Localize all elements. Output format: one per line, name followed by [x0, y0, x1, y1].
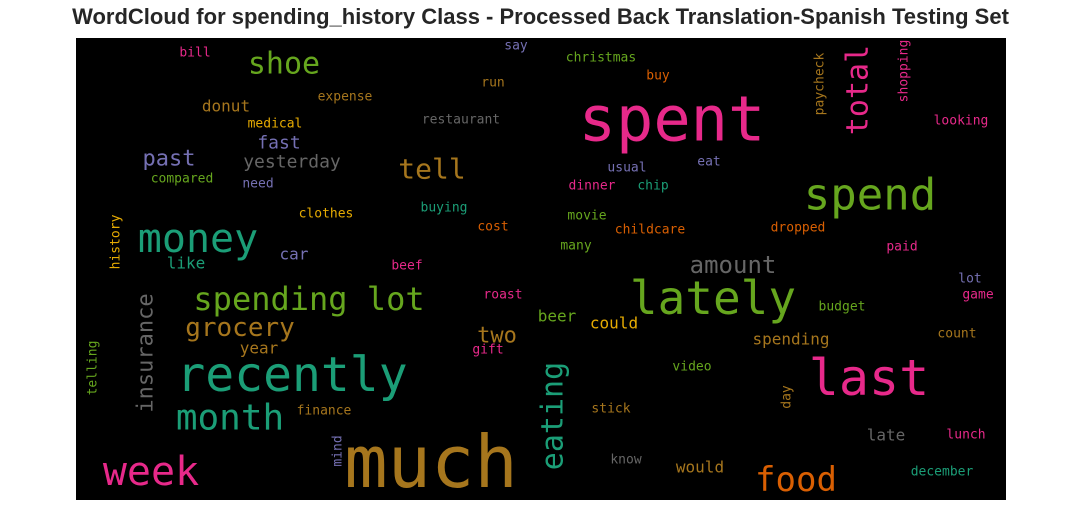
- word-restaurant: restaurant: [422, 113, 500, 128]
- word-know: know: [610, 453, 641, 468]
- word-like: like: [167, 254, 206, 273]
- word-insurance: insurance: [134, 293, 159, 412]
- word-budget: budget: [819, 300, 866, 315]
- word-month: month: [176, 398, 284, 439]
- word-spending-lot: spending lot: [193, 280, 424, 318]
- word-could: could: [590, 314, 638, 333]
- word-grocery: grocery: [185, 313, 295, 343]
- word-dinner: dinner: [569, 179, 616, 194]
- word-say: say: [504, 39, 528, 54]
- word-need: need: [242, 177, 273, 192]
- word-compared: compared: [151, 172, 214, 187]
- word-fast: fast: [257, 133, 300, 154]
- word-chip: chip: [637, 179, 668, 194]
- word-lunch: lunch: [946, 428, 985, 443]
- word-paycheck: paycheck: [813, 53, 828, 116]
- word-food: food: [755, 460, 837, 500]
- word-yesterday: yesterday: [243, 152, 341, 173]
- word-bill: bill: [179, 46, 210, 61]
- word-december: december: [911, 465, 974, 480]
- word-eating: eating: [536, 362, 571, 470]
- word-expense: expense: [318, 90, 373, 105]
- word-two: two: [477, 324, 517, 349]
- word-shopping: shopping: [897, 40, 912, 103]
- word-history: history: [109, 214, 124, 269]
- word-much: much: [344, 420, 517, 500]
- word-past: past: [143, 147, 196, 172]
- word-christmas: christmas: [566, 51, 636, 66]
- word-looking: looking: [934, 114, 989, 129]
- word-roast: roast: [483, 288, 522, 303]
- word-usual: usual: [607, 161, 646, 176]
- word-finance: finance: [297, 404, 352, 419]
- word-money: money: [138, 216, 258, 262]
- word-eat: eat: [697, 155, 720, 170]
- word-cost: cost: [477, 220, 508, 235]
- word-buy: buy: [646, 69, 670, 84]
- word-car: car: [280, 245, 309, 264]
- word-clothes: clothes: [299, 207, 354, 222]
- word-spending: spending: [752, 330, 829, 349]
- word-mind: mind: [331, 435, 346, 466]
- word-day: day: [780, 385, 795, 409]
- word-video: video: [672, 360, 711, 375]
- word-run: run: [481, 76, 504, 91]
- word-amount: amount: [690, 251, 777, 279]
- word-tell: tell: [398, 153, 465, 186]
- word-game: game: [962, 288, 993, 303]
- word-recently: recently: [176, 347, 407, 403]
- word-paid: paid: [886, 240, 917, 255]
- word-donut: donut: [202, 97, 250, 116]
- wordcloud-canvas: much spent recently lately last spend money wee…: [76, 38, 1006, 500]
- word-stick: stick: [591, 402, 630, 417]
- word-many: many: [560, 239, 591, 254]
- word-week: week: [103, 449, 199, 495]
- word-beef: beef: [391, 259, 422, 274]
- word-lately: lately: [630, 271, 796, 325]
- word-medical: medical: [248, 117, 303, 132]
- word-spent: spent: [579, 83, 766, 156]
- word-count: count: [937, 327, 976, 342]
- word-telling: telling: [86, 341, 101, 396]
- word-beer: beer: [538, 307, 577, 326]
- chart-title: WordCloud for spending_history Class - P…: [72, 4, 1009, 29]
- word-spend: spend: [804, 170, 936, 221]
- word-shoe: shoe: [248, 47, 320, 82]
- word-year: year: [240, 339, 279, 358]
- word-dropped: dropped: [771, 221, 826, 236]
- word-childcare: childcare: [615, 223, 686, 238]
- word-total: total: [841, 45, 876, 135]
- word-buying: buying: [421, 201, 468, 216]
- word-lot: lot: [958, 272, 981, 287]
- word-gift: gift: [472, 343, 503, 358]
- word-last: last: [809, 349, 929, 407]
- word-would: would: [676, 458, 724, 477]
- word-movie: movie: [567, 209, 606, 224]
- word-late: late: [867, 426, 906, 445]
